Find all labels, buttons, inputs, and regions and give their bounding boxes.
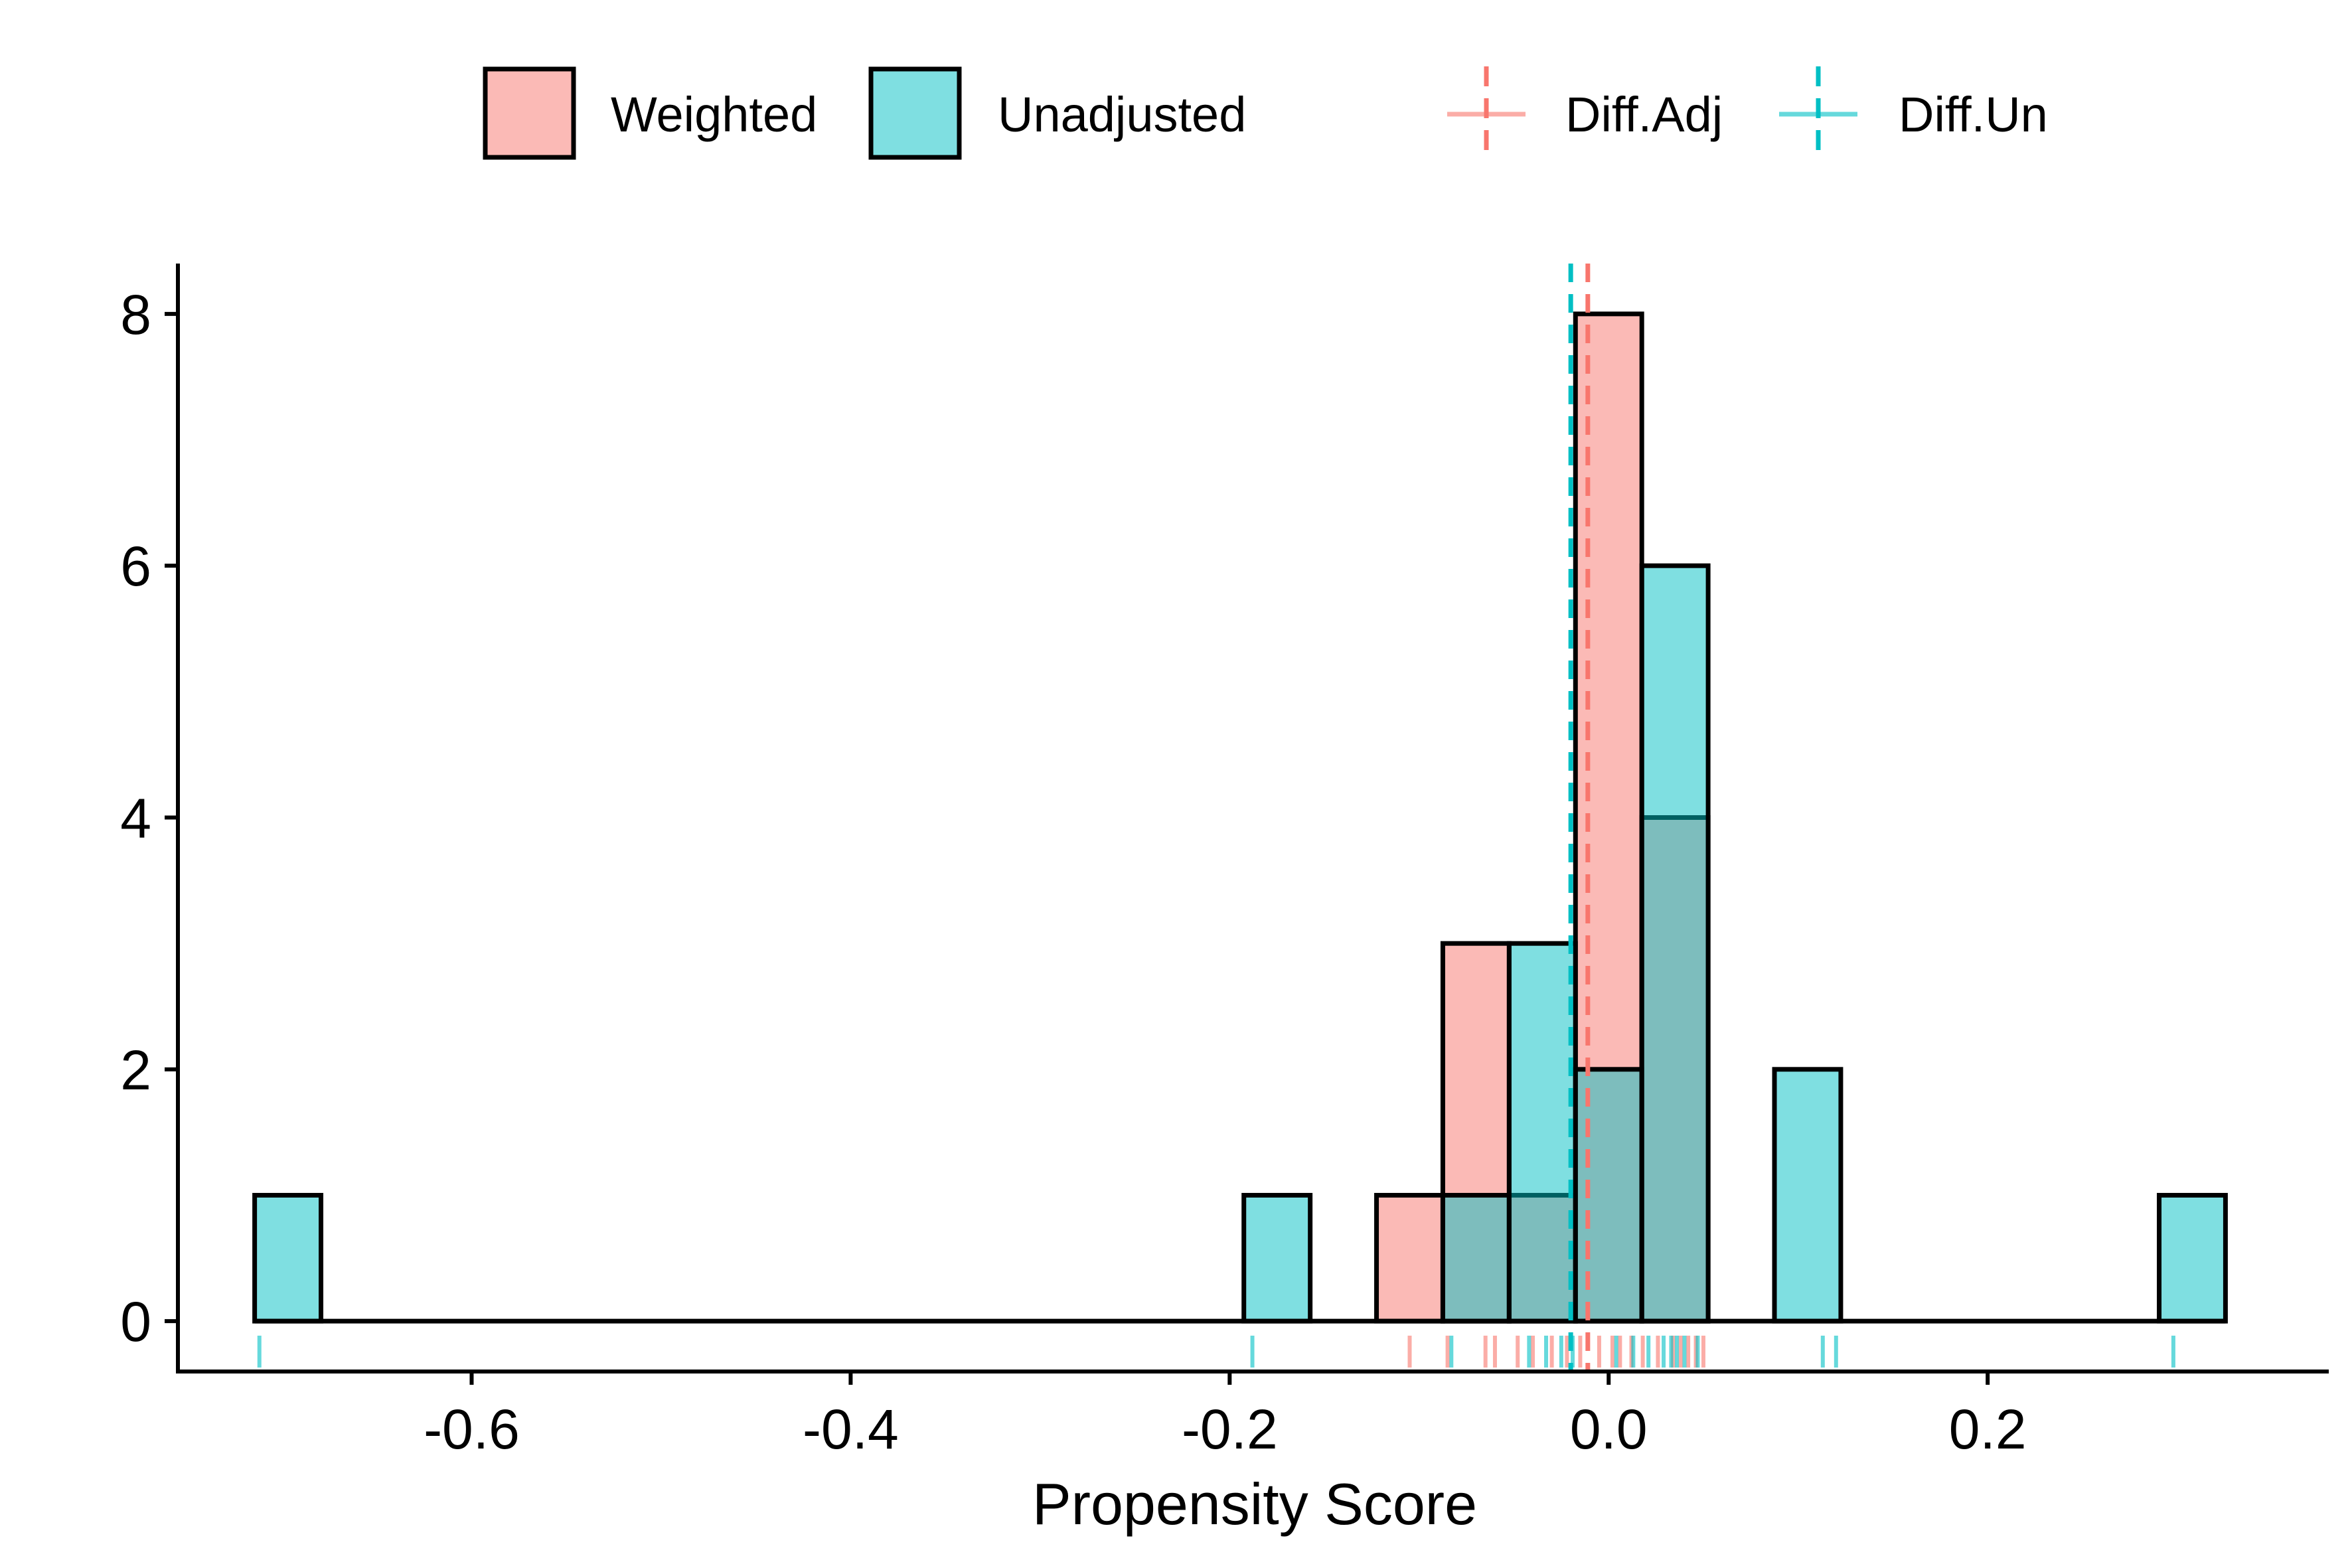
bar-unadjusted-7: [2157, 1192, 2228, 1324]
bar-unadjusted-2: [1440, 1192, 1512, 1324]
x-tick-label-3: 0.0: [1570, 1398, 1648, 1460]
legend-label-unadjusted: Unadjusted: [998, 87, 1246, 142]
legend-label-diff-adj: Diff.Adj: [1565, 87, 1723, 142]
y-tick-label-2: 2: [120, 1039, 151, 1101]
x-tick-label-1: -0.4: [803, 1398, 899, 1460]
x-tick-label-4: 0.2: [1949, 1398, 2027, 1460]
rug-marks: [257, 1336, 2175, 1368]
bar-unadjusted-1: [1241, 1192, 1313, 1324]
legend-key-diff-adj: [1447, 66, 1526, 162]
bar-weighted-0: [1374, 1192, 1445, 1324]
axis-ticks: 0 2 4 6 8 -0.6 -0.4 -0.2 0.0 0.2: [120, 283, 2026, 1460]
y-tick-label-4: 4: [120, 787, 151, 850]
histogram-bars: [252, 311, 2228, 1324]
x-tick-label-2: -0.2: [1182, 1398, 1278, 1460]
y-tick-label-0: 0: [120, 1291, 151, 1353]
legend-key-unadjusted: [868, 66, 962, 160]
x-axis-title: Propensity Score: [1032, 1471, 1477, 1537]
bar-unadjusted-4: [1573, 1067, 1644, 1324]
legend-key-weighted: [483, 66, 576, 160]
bar-unadjusted-6: [1772, 1067, 1843, 1324]
y-tick-label-8: 8: [120, 283, 151, 346]
bar-unadjusted-0: [252, 1192, 324, 1324]
bar-unadjusted-5: [1639, 563, 1711, 1324]
y-tick-label-6: 6: [120, 535, 151, 597]
bar-unadjusted-3: [1506, 941, 1578, 1324]
legend-label-diff-un: Diff.Un: [1899, 87, 2048, 142]
legend-key-diff-un: [1779, 66, 1857, 162]
reference-lines: [1568, 264, 1591, 1372]
x-tick-label-0: -0.6: [424, 1398, 520, 1460]
legend: Weighted Unadjusted Diff.Adj Diff.Un: [483, 66, 2048, 162]
legend-label-weighted: Weighted: [611, 87, 817, 142]
